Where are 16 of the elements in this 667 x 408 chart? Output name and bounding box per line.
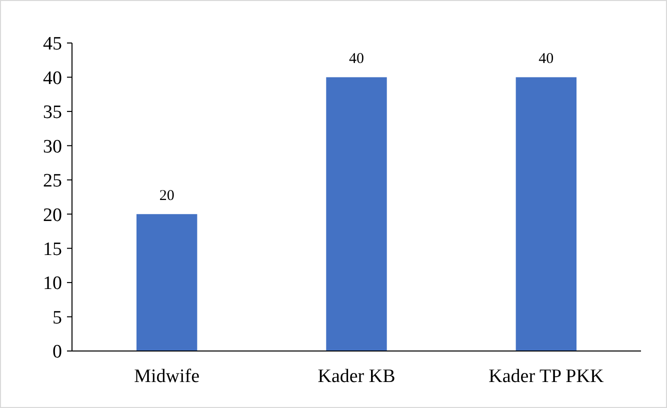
y-tick-label: 15 bbox=[43, 238, 62, 260]
x-tick-label: Kader TP PKK bbox=[488, 366, 604, 387]
y-tick-label: 40 bbox=[43, 68, 62, 89]
y-tick-label: 30 bbox=[43, 136, 62, 158]
y-tick-label: 20 bbox=[43, 204, 62, 226]
y-tick-label: 10 bbox=[43, 273, 62, 294]
y-tick-label: 0 bbox=[52, 342, 62, 363]
y-tick-label: 45 bbox=[43, 34, 62, 55]
x-tick-label: Midwife bbox=[134, 366, 200, 387]
y-tick-label: 5 bbox=[52, 307, 62, 328]
y-tick-label: 35 bbox=[43, 102, 62, 124]
data-label: 40 bbox=[538, 51, 554, 68]
y-tick-label: 25 bbox=[43, 170, 62, 192]
data-label: 20 bbox=[159, 188, 174, 204]
data-label: 40 bbox=[349, 51, 364, 68]
x-tick-label: Kader KB bbox=[318, 366, 396, 387]
